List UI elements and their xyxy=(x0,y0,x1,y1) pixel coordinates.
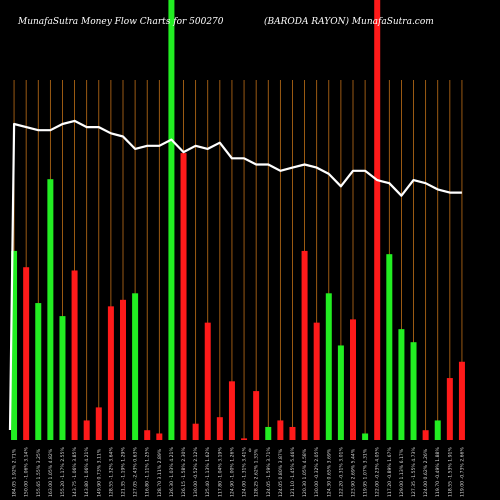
x-tick-label: 124.90 -1.00% 1.26% xyxy=(229,447,235,497)
x-tick-label: 129.00 1.13% 6.17% xyxy=(399,448,405,497)
x-tick-label: 128.55 -1.32% 3.64% xyxy=(108,447,114,497)
chart-x-tick-labels: 184.05 1.92% 2.71% 150.00 -1.06% 3.14% 155… xyxy=(12,447,466,497)
x-tick-label: 119.70 -0.49% 1.88% xyxy=(435,447,441,497)
bar-up xyxy=(168,0,175,440)
x-tick-label: 121.35 -1.19% 1.29% xyxy=(121,447,127,497)
x-tick-label: 155.65 1.55% 3.25% xyxy=(36,448,42,497)
bar-down xyxy=(83,420,90,440)
bar-down xyxy=(277,420,284,440)
bar-up xyxy=(337,345,344,440)
x-tick-label: 123.90 2.69% 5.44% xyxy=(351,448,357,497)
x-tick-label: 125.40 -1.13% 1.62% xyxy=(205,447,211,497)
x-tick-label: 124.00 0.62% 2.26% xyxy=(423,448,429,497)
x-tick-label: 124.00 -1.31% 3.41% xyxy=(242,447,248,497)
bar-down xyxy=(107,306,114,440)
bar-down xyxy=(228,381,235,440)
x-tick-label: 119.00 -0.73% 2.66% xyxy=(459,447,465,497)
x-tick-label: 121.10 -1.45% 5.46% xyxy=(290,447,296,497)
bar-down xyxy=(313,322,320,440)
bar-up xyxy=(59,316,66,440)
x-tick-label: 155.20 -1.17% 2.55% xyxy=(60,447,66,497)
bar-down xyxy=(350,319,356,440)
bar-down xyxy=(374,0,381,440)
bar-down xyxy=(216,417,223,440)
bar-down xyxy=(120,299,126,440)
x-tick-label: 120.30 1.05% 4.58% xyxy=(302,448,308,497)
bar-up xyxy=(11,250,18,440)
bar-up xyxy=(132,293,139,440)
center-marker-label: 0 xyxy=(249,448,252,454)
bar-down xyxy=(253,391,260,440)
chart-line-layer xyxy=(8,119,462,431)
x-tick-label: 116.80 -1.11% 1.25% xyxy=(145,447,151,497)
bar-down xyxy=(458,361,465,440)
bar-down xyxy=(144,430,151,440)
x-tick-label: 127.35 -1.55% 4.73% xyxy=(411,447,417,497)
x-tick-label: 128.25 2.62% 1.33% xyxy=(254,448,260,497)
x-tick-label: 124.05 0.80% 3.87% xyxy=(278,448,284,497)
bar-up xyxy=(410,342,417,440)
bar-down xyxy=(23,267,30,440)
bar-down xyxy=(180,153,187,440)
money-flow-line xyxy=(8,119,462,431)
x-tick-label: 163.00 1.05% 4.82% xyxy=(48,448,54,497)
x-tick-label: 117.80 -1.04% 3.19% xyxy=(217,447,223,497)
bar-down xyxy=(241,438,248,440)
bar-down xyxy=(422,430,429,440)
chart-title-right: (BARODA RAYON) MunafaSutra.com xyxy=(264,16,434,27)
x-tick-label: 117.20 -0.89% 1.67% xyxy=(387,447,393,497)
bar-down xyxy=(301,250,308,440)
x-tick-label: 128.70 3.11% 2.89% xyxy=(157,448,163,497)
bar-up xyxy=(386,254,393,440)
bar-down xyxy=(204,322,211,440)
x-tick-label: 150.00 -1.06% 3.14% xyxy=(24,447,30,497)
bar-down xyxy=(446,378,453,440)
x-tick-label: 149.90 0.73% 3.11% xyxy=(96,448,102,497)
x-tick-label: 143.80 -1.06% 4.21% xyxy=(84,447,90,497)
x-tick-label: 130.00 -0.52% 2.12% xyxy=(193,447,199,497)
bar-up xyxy=(35,303,42,440)
bar-up xyxy=(398,329,405,440)
x-tick-label: 122.20 -0.31% 3.01% xyxy=(338,447,344,497)
x-tick-label: 118.55 -1.53% 1.91% xyxy=(447,447,453,497)
bar-up xyxy=(434,420,441,440)
x-tick-label: 126.30 -1.03% 4.21% xyxy=(169,447,175,497)
x-tick-label: 143.75 -1.06% 3.85% xyxy=(72,447,78,497)
x-tick-label: 124.05 -1.59% 3.71% xyxy=(266,447,272,497)
bar-down xyxy=(71,270,78,440)
bar-up xyxy=(362,433,369,440)
x-tick-label: 124.30 0.65% 3.69% xyxy=(326,448,332,497)
x-tick-label: 130.00 -0.32% 2.05% xyxy=(314,447,320,497)
x-tick-label: 127.05 -2.43% 0.63% xyxy=(133,447,139,497)
bar-down xyxy=(95,407,102,440)
x-tick-label: 122.00 -0.23% 4.05% xyxy=(375,447,381,497)
chart-title-left: MunafaSutra Money Flow Charts for 500270 xyxy=(17,17,224,27)
chart-bars xyxy=(11,0,465,440)
x-tick-label: 184.05 1.92% 2.71% xyxy=(12,448,18,497)
bar-down xyxy=(156,433,163,440)
bar-up xyxy=(325,293,332,440)
bar-down xyxy=(192,423,199,440)
bar-up xyxy=(47,179,54,440)
x-tick-label: 119.95 1.07% 3.31% xyxy=(363,448,369,497)
x-tick-label: 126.15 -1.58% 2.30% xyxy=(181,447,187,497)
bar-down xyxy=(289,426,296,440)
bar-up xyxy=(265,426,272,440)
